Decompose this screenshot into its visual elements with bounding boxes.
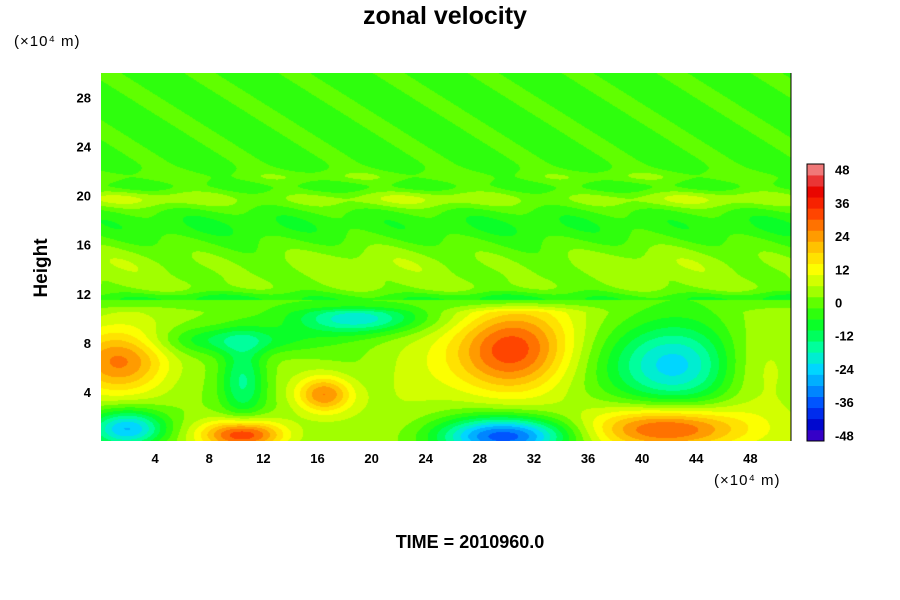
colorbar-tick-labels: 48 36 24 12 0 -12 -24 -36 -48 [835,163,855,444]
velocity-field [101,73,791,441]
colorbar-segment [807,296,824,309]
colorbar-segment [807,230,824,242]
colorbar [806,163,825,442]
colorbar-segment [807,186,824,198]
colorbar-segment [807,263,824,276]
y-tick-labels: 4 8 12 16 20 24 28 [77,91,92,400]
colorbar-tick-label: -48 [835,428,854,443]
x-tick-label: 24 [418,451,433,466]
y-tick-label: 4 [84,385,92,400]
colorbar-segment [807,219,824,231]
colorbar-segment [807,385,824,397]
y-tick-label: 12 [77,287,91,302]
colorbar-segment [807,429,824,442]
colorbar-segment [807,407,824,420]
y-tick-label: 28 [77,91,91,106]
colorbar-segment [807,285,824,298]
colorbar-tick-label: -36 [835,395,854,410]
colorbar-segment [807,274,824,287]
colorbar-tick-label: 12 [835,262,849,277]
x-tick-label: 8 [206,451,213,466]
colorbar-segment [807,374,824,386]
x-tick-label: 36 [581,451,595,466]
x-tick-label: 48 [743,451,757,466]
y-tick-label: 16 [77,238,91,253]
colorbar-segment [807,252,824,265]
colorbar-tick-label: 24 [835,229,850,244]
colorbar-segment [807,164,824,176]
colorbar-segment [807,418,824,431]
colorbar-tick-label: -24 [835,362,855,377]
x-tick-label: 16 [310,451,324,466]
x-tick-label: 32 [527,451,541,466]
colorbar-frame [806,163,825,442]
colorbar-segment [807,197,824,209]
colorbar-segment [807,208,824,220]
colorbar-segment [807,175,824,187]
x-tick-label: 40 [635,451,649,466]
x-tick-label: 4 [152,451,160,466]
colorbar-segment [807,363,824,375]
x-tick-label: 44 [689,451,704,466]
colorbar-tick-label: 36 [835,196,849,211]
y-unit-label: (×10⁴ m) [14,33,81,50]
colorbar-segment [807,241,824,253]
colorbar-segment [807,308,824,320]
chart-title: zonal velocity [363,2,527,30]
y-tick-label: 24 [77,140,92,155]
colorbar-segment [807,330,824,342]
colorbar-tick-label: 0 [835,296,842,311]
colorbar-tick-label: -12 [835,329,854,344]
y-tick-label: 20 [77,189,91,204]
y-tick-label: 8 [84,336,91,351]
x-tick-label: 12 [256,451,270,466]
colorbar-segment [807,341,824,353]
colorbar-tick-label: 48 [835,163,849,178]
colorbar-segment [807,319,824,331]
x-unit-label: (×10⁴ m) [714,472,781,489]
x-tick-label: 20 [364,451,378,466]
x-tick-labels: 4 8 12 16 20 24 28 32 36 40 44 48 [152,451,758,466]
time-label: TIME = 2010960.0 [395,532,545,552]
colorbar-segment [807,352,824,364]
x-tick-label: 28 [473,451,487,466]
colorbar-segment [807,396,824,409]
